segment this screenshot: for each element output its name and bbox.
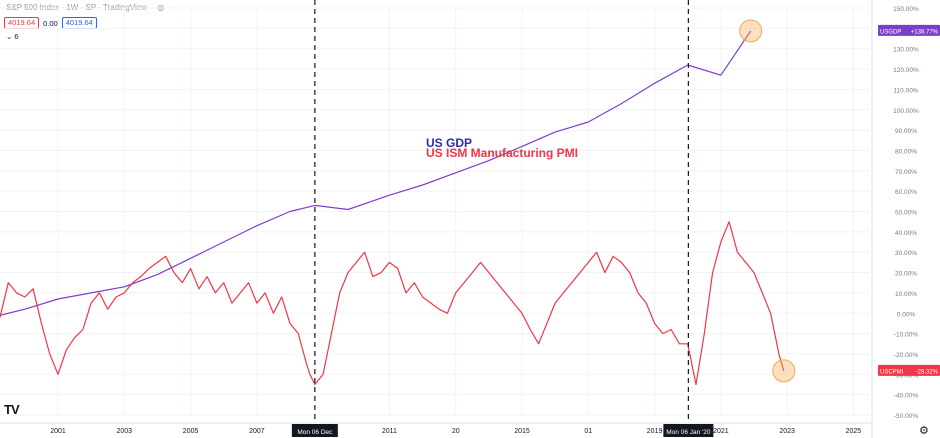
y-tick-label: 120.00% (893, 67, 919, 74)
y-tick-label: 90.00% (895, 128, 917, 135)
x-tick-label: 2019 (647, 428, 663, 435)
y-tick-label: -40.00% (894, 393, 918, 400)
collapse-toggle[interactable]: ⌄ 6 (6, 32, 19, 41)
y-tick-label: 110.00% (893, 87, 918, 94)
vline-label: Mon 06 Jan '20 (666, 429, 711, 436)
series-line-uscpmi[interactable] (0, 221, 785, 386)
y-tick-label: 150.00% (893, 6, 919, 13)
y-tick-label: 50.00% (895, 210, 917, 217)
x-tick-label: 20 (452, 428, 460, 435)
series-badge (878, 24, 940, 36)
y-tick-label: -50.00% (894, 413, 918, 420)
series-badge-value: -28.32% (916, 369, 939, 375)
x-tick-label: 2007 (249, 428, 265, 435)
series-annotation: US GDP (426, 136, 472, 150)
vline-label: Mon 06 Dec (297, 429, 333, 436)
x-tick-label: 2001 (50, 428, 66, 435)
y-tick-label: -10.00% (894, 332, 918, 339)
y-tick-label: -20.00% (894, 352, 918, 359)
x-tick-label: 2003 (116, 428, 132, 435)
series-line-usgdp[interactable] (0, 30, 752, 316)
series-badge-name: USCPMI (880, 369, 904, 375)
y-tick-label: 130.00% (893, 47, 919, 54)
y-tick-label: 80.00% (895, 148, 917, 155)
series-badge-name: USGDP (880, 29, 901, 35)
series-badge-value: +138.77% (911, 29, 939, 35)
x-tick-label: 2021 (713, 428, 729, 435)
y-tick-label: 40.00% (895, 230, 917, 237)
y-tick-label: 20.00% (895, 271, 917, 278)
y-tick-label: 0.00% (897, 311, 916, 318)
vline-label-bg (291, 424, 338, 437)
highlight-circle (772, 359, 796, 383)
x-tick-label: 2023 (779, 428, 795, 435)
y-tick-label: 10.00% (895, 291, 917, 298)
x-tick-label: 2011 (382, 428, 397, 435)
x-tick-label: 2005 (183, 428, 199, 435)
y-tick-label: 70.00% (895, 169, 917, 176)
series-badge (878, 364, 940, 376)
x-tick-label: 2015 (514, 428, 530, 435)
x-tick-label: 01 (584, 428, 592, 435)
y-tick-label: 100.00% (893, 108, 919, 115)
gear-icon[interactable]: ⚙ (919, 425, 929, 437)
price-change: 0.00 (43, 18, 58, 28)
x-tick-label: 2025 (846, 428, 862, 435)
vline-label-bg (663, 424, 714, 437)
series-annotation: US ISM Manufacturing PMI (426, 146, 578, 160)
y-tick-label: 30.00% (895, 250, 917, 257)
highlight-circle (739, 19, 763, 43)
tradingview-logo-icon[interactable]: TV (4, 402, 20, 417)
y-tick-label: 60.00% (895, 189, 917, 196)
